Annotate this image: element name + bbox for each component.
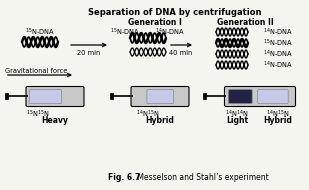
Text: $^{14}$N-DNA: $^{14}$N-DNA xyxy=(263,59,293,71)
Text: $^{15}$N-DNA: $^{15}$N-DNA xyxy=(25,27,55,38)
Text: $^{14}$N-DNA: $^{14}$N-DNA xyxy=(263,48,293,60)
FancyBboxPatch shape xyxy=(228,89,252,104)
Text: Gravitational force: Gravitational force xyxy=(5,68,67,74)
Text: $^{15}$N$^{15}$N: $^{15}$N$^{15}$N xyxy=(26,109,50,120)
Text: Separation of DNA by centrifugation: Separation of DNA by centrifugation xyxy=(88,8,262,17)
Text: Hybrid: Hybrid xyxy=(264,116,292,125)
Bar xyxy=(5,93,7,99)
Bar xyxy=(203,93,206,99)
Text: $^{14}$N$^{15}$N: $^{14}$N$^{15}$N xyxy=(136,109,160,120)
Text: Messelson and Stahl’s experiment: Messelson and Stahl’s experiment xyxy=(135,173,269,182)
FancyBboxPatch shape xyxy=(29,89,61,104)
FancyBboxPatch shape xyxy=(258,89,288,104)
Text: 40 min: 40 min xyxy=(169,50,193,56)
FancyBboxPatch shape xyxy=(225,86,295,107)
Text: Generation I: Generation I xyxy=(128,18,182,27)
FancyBboxPatch shape xyxy=(147,89,174,104)
Text: Generation II: Generation II xyxy=(217,18,273,27)
Text: $^{14}$N-DNA: $^{14}$N-DNA xyxy=(263,26,293,38)
Text: $^{14}$N$^{14}$N: $^{14}$N$^{14}$N xyxy=(225,109,249,120)
Text: Hybrid: Hybrid xyxy=(146,116,175,125)
Bar xyxy=(109,93,112,99)
Text: Light: Light xyxy=(226,116,248,125)
Text: Fig. 6.7: Fig. 6.7 xyxy=(108,173,140,182)
Text: $^{15}$N-DNA: $^{15}$N-DNA xyxy=(110,27,140,38)
Text: Heavy: Heavy xyxy=(41,116,69,125)
Text: $^{15}$N-DNA: $^{15}$N-DNA xyxy=(263,37,293,49)
Text: $^{14}$N$^{15}$N: $^{14}$N$^{15}$N xyxy=(266,109,290,120)
Text: 20 min: 20 min xyxy=(77,50,101,56)
FancyBboxPatch shape xyxy=(131,86,189,107)
Text: $^{14}$N-DNA: $^{14}$N-DNA xyxy=(155,27,185,38)
FancyBboxPatch shape xyxy=(26,86,84,107)
